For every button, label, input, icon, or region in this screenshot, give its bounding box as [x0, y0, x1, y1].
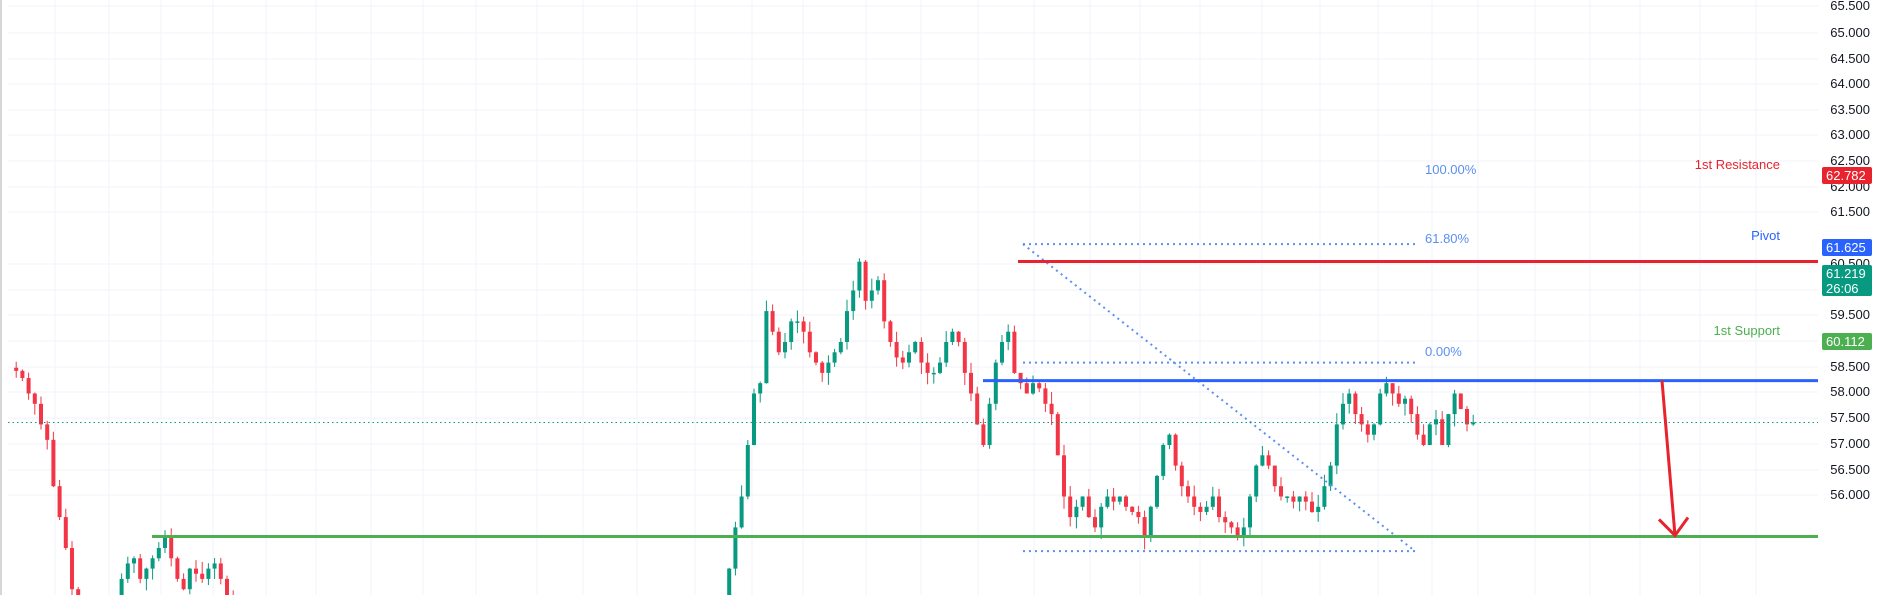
plot-area[interactable]	[0, 0, 1818, 595]
candlestick-series	[14, 258, 1476, 595]
fibonacci-retracement[interactable]	[1022, 243, 1418, 553]
support-price-tag: 60.112	[1822, 333, 1872, 350]
price-axis-tick: 65.000	[1830, 25, 1870, 40]
price-axis-tick: 56.000	[1830, 487, 1870, 502]
bar-countdown: 26:06	[1826, 281, 1859, 296]
current-price-value: 61.219	[1826, 266, 1866, 281]
grid-lines	[8, 0, 1818, 595]
price-axis-tick: 63.500	[1830, 102, 1870, 117]
support-label: 1st Support	[1713, 323, 1781, 338]
price-axis-tick: 56.500	[1830, 462, 1870, 477]
price-axis-tick: 64.000	[1830, 76, 1870, 91]
price-levels[interactable]	[8, 259, 1818, 538]
price-axis-tick: 57.500	[1830, 410, 1870, 425]
pivot-price-tag: 61.625	[1822, 239, 1872, 256]
fib-0-label: 0.00%	[1425, 344, 1462, 359]
price-axis-tick: 58.500	[1830, 359, 1870, 374]
price-axis-tick: 63.000	[1830, 127, 1870, 142]
resistance-price-tag: 62.782	[1822, 167, 1872, 184]
price-axis-tick: 57.000	[1830, 436, 1870, 451]
price-axis-tick: 59.500	[1830, 307, 1870, 322]
price-axis-tick: 62.500	[1830, 153, 1870, 168]
resistance-label: 1st Resistance	[1694, 157, 1780, 172]
projection-arrow[interactable]	[1657, 380, 1690, 538]
fib-100-label: 100.00%	[1425, 162, 1477, 177]
price-axis-tick: 65.500	[1830, 0, 1870, 13]
left-border	[0, 0, 2, 595]
current-price-tag: 61.219 26:06	[1822, 265, 1872, 296]
fib-618-label: 61.80%	[1425, 231, 1470, 246]
price-axis-tick: 64.500	[1830, 51, 1870, 66]
price-axis-tick: 61.500	[1830, 204, 1870, 219]
pivot-label: Pivot	[1751, 228, 1780, 243]
price-axis-tick: 58.000	[1830, 384, 1870, 399]
